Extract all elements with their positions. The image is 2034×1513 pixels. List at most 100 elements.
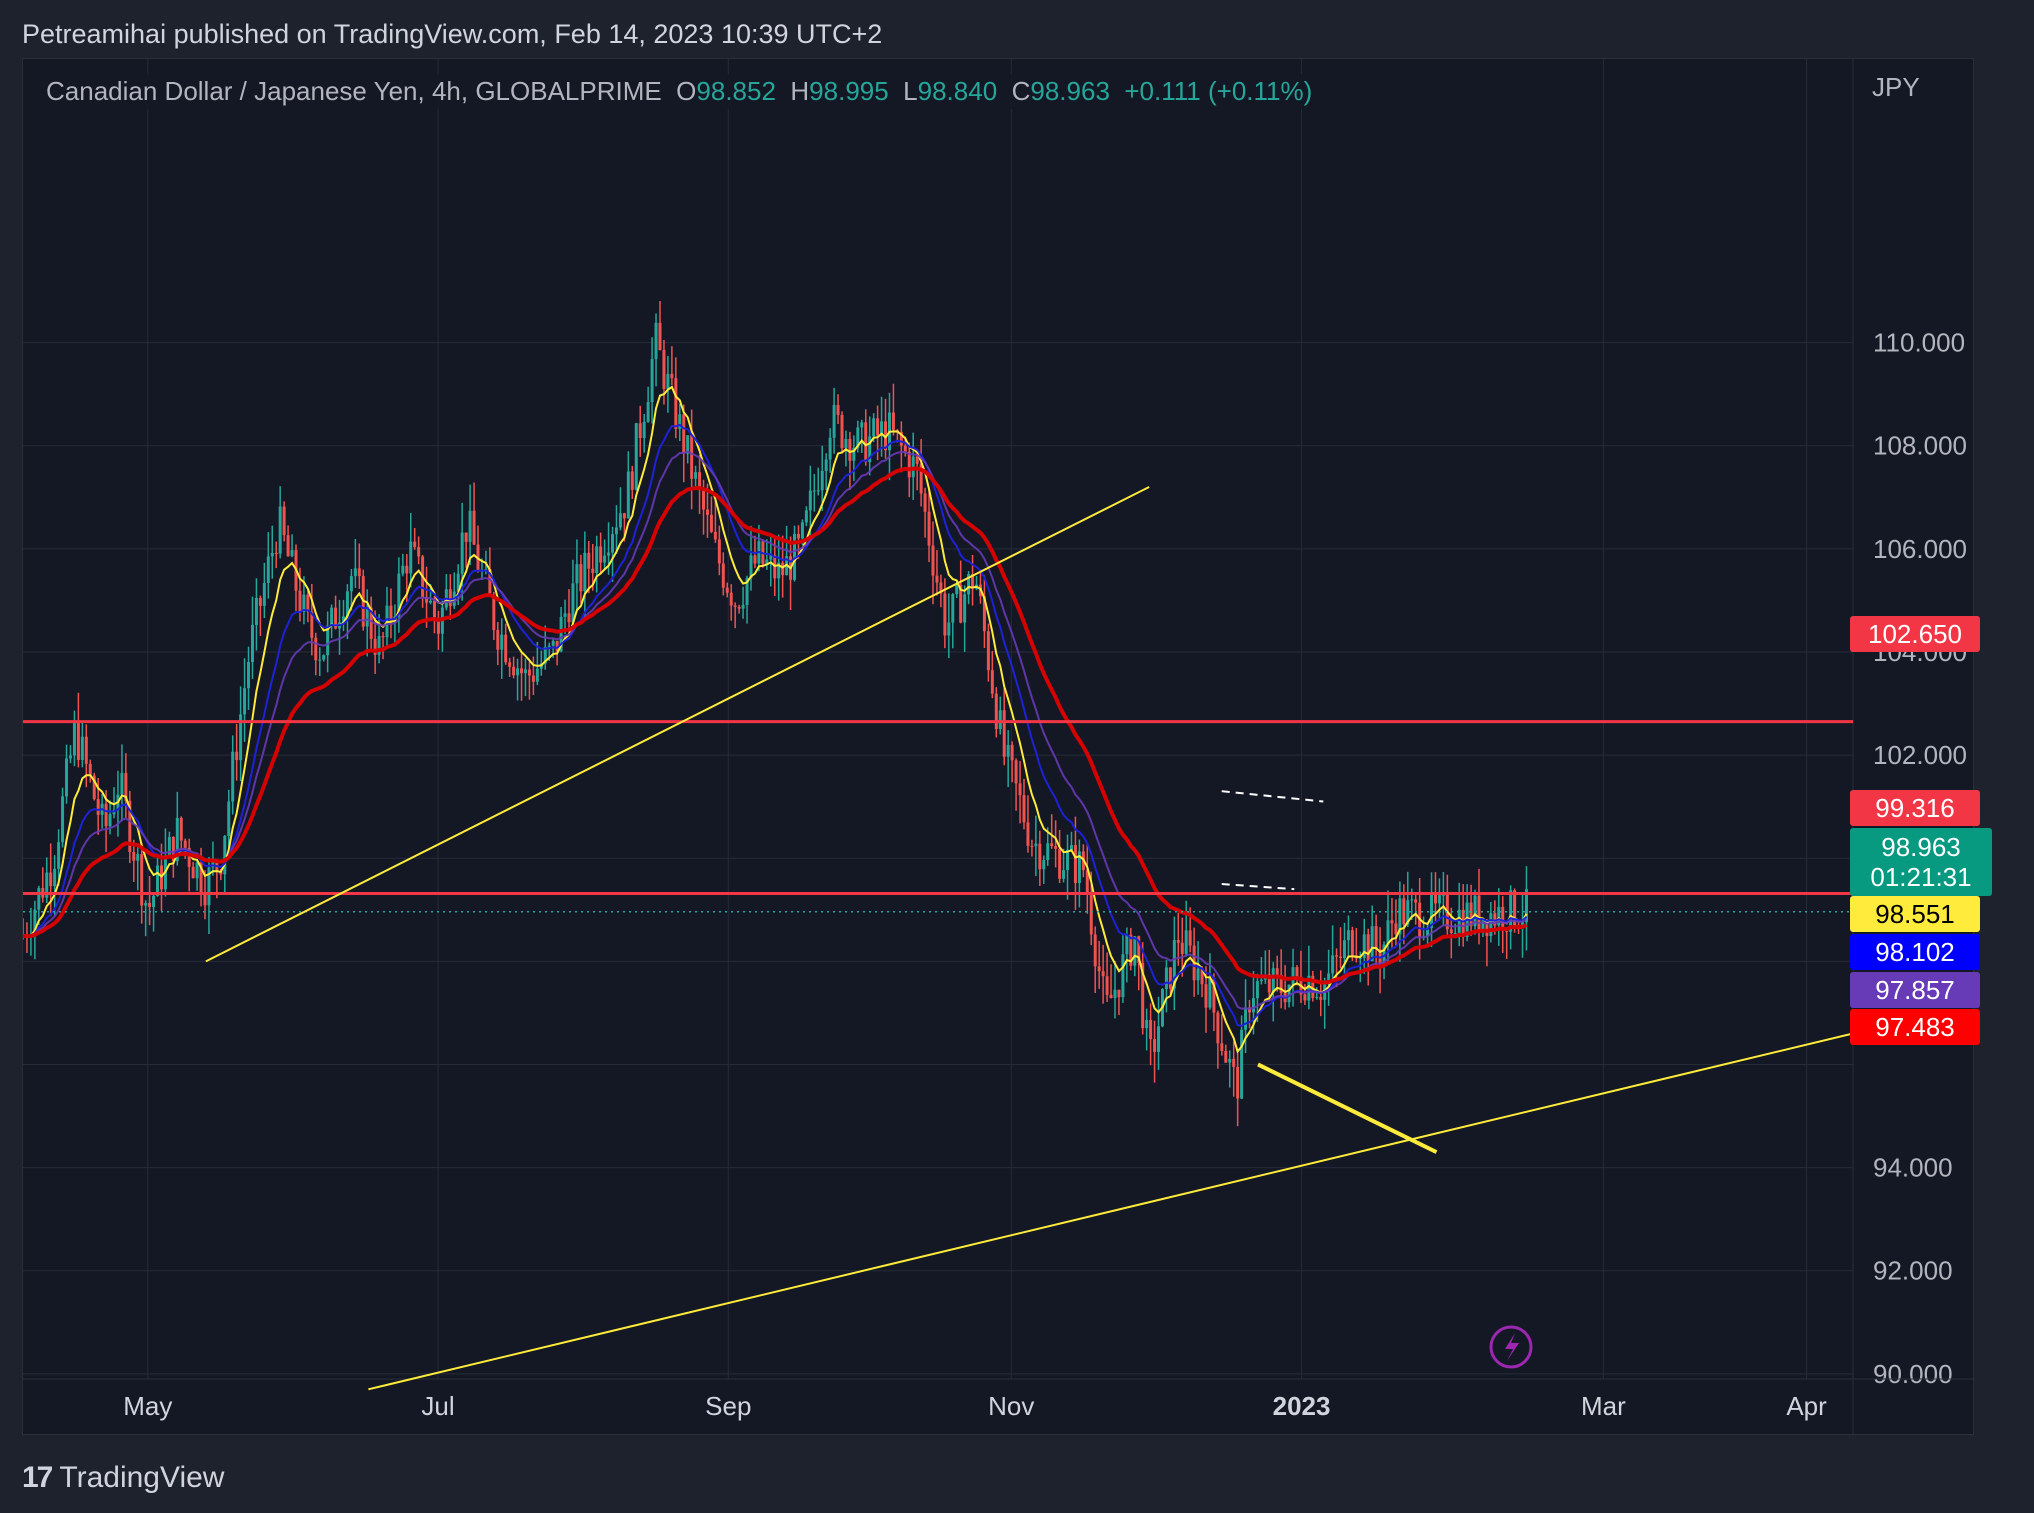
candle-body: [820, 470, 824, 491]
candle-body: [587, 552, 591, 569]
candle-body: [1058, 848, 1062, 879]
candle-body: [1271, 968, 1275, 993]
candle-body: [733, 605, 737, 607]
candle-body: [583, 552, 587, 592]
candle-body: [1149, 1019, 1153, 1040]
candle-body: [120, 773, 124, 795]
candle-body: [1497, 906, 1501, 926]
symbol-name: Canadian Dollar / Japanese Yen, 4h, GLOB…: [46, 76, 662, 106]
candle-body: [409, 541, 413, 574]
candle-body: [516, 668, 520, 676]
candle-body: [816, 490, 820, 492]
candle-body: [1394, 923, 1398, 935]
candle-body: [963, 594, 967, 623]
candle-body: [104, 803, 108, 827]
close-value: 98.963: [1030, 76, 1110, 106]
candle-body: [852, 447, 856, 461]
candle-body: [235, 751, 239, 761]
candle-body: [955, 585, 959, 595]
candle-body: [1002, 710, 1006, 757]
candle-body: [800, 522, 804, 539]
candle-body: [1168, 967, 1172, 989]
resistance-price-label: 102.650: [1850, 616, 1980, 652]
candle-body: [1386, 920, 1390, 945]
candle-body: [496, 629, 500, 650]
candle-body: [425, 596, 429, 603]
candle-body: [405, 565, 409, 574]
candle-body: [832, 405, 836, 438]
last-price-label: 98.963 01:21:31: [1850, 828, 1992, 896]
lightning-bolt-icon: [1505, 1333, 1519, 1361]
candle-body: [377, 636, 381, 655]
candle-body: [686, 435, 690, 454]
candle-body: [1022, 795, 1026, 823]
open-value: 98.852: [696, 76, 776, 106]
candle-body: [1481, 920, 1485, 932]
ema-yellow-label: 98.551: [1850, 896, 1980, 932]
tradingview-footer[interactable]: 17 TradingView: [22, 1458, 224, 1498]
candle-body: [551, 640, 555, 646]
candle-body: [634, 423, 638, 490]
price-chart[interactable]: 90.00092.00094.000100.000102.000104.0001…: [23, 59, 1975, 1436]
high-key: H: [790, 76, 810, 106]
candle-body: [1319, 996, 1323, 1000]
candle-body: [682, 414, 686, 454]
y-tick-label: 92.000: [1873, 1256, 1953, 1286]
candle-body: [990, 670, 994, 694]
candle-body: [1267, 974, 1271, 993]
candle-body: [844, 438, 848, 449]
candle-body: [357, 568, 361, 577]
candle-body: [543, 646, 547, 664]
candle-body: [860, 422, 864, 428]
candle-body: [1113, 989, 1117, 999]
candle-body: [876, 418, 880, 436]
ema-red-label: 97.483: [1850, 1009, 1980, 1045]
candle-body: [508, 662, 512, 667]
candle-body: [1430, 892, 1434, 928]
candle-body: [464, 532, 468, 542]
candle-body: [1295, 967, 1299, 977]
candle-body: [1461, 909, 1465, 938]
candle-body: [1279, 974, 1283, 993]
candle-body: [1303, 994, 1307, 1001]
candle-body: [488, 569, 492, 596]
candle-body: [935, 575, 939, 583]
candle-body: [1327, 973, 1331, 984]
y-tick-label: 90.000: [1873, 1359, 1953, 1389]
candle-body: [1331, 955, 1335, 974]
candle-body: [1200, 968, 1204, 985]
candle-body: [725, 587, 729, 593]
candle-body: [670, 373, 674, 379]
candle-body: [531, 675, 535, 682]
low-value: 98.840: [917, 76, 998, 106]
candle-body: [84, 736, 88, 764]
candle-body: [1339, 956, 1343, 959]
candle-body: [1509, 890, 1513, 932]
tradingview-logo-icon: 17: [22, 1461, 53, 1494]
candle-body: [262, 582, 266, 606]
candle-body: [1477, 895, 1481, 932]
candle-body: [1204, 984, 1208, 1008]
candle-body: [1236, 1066, 1240, 1099]
candle-body: [349, 576, 353, 592]
candle-body: [286, 535, 290, 557]
candle-body: [1240, 1029, 1244, 1099]
y-tick-label: 110.000: [1873, 328, 1965, 358]
candle-body: [1157, 1026, 1161, 1052]
lightning-icon: [1489, 1325, 1533, 1369]
candle-body: [413, 541, 417, 548]
open-key: O: [676, 76, 697, 106]
candle-body: [401, 565, 405, 574]
candle-body: [1524, 889, 1528, 923]
candle-body: [666, 373, 670, 389]
candle-body: [575, 564, 579, 584]
trendline: [368, 1032, 1854, 1391]
candle-body: [535, 668, 539, 682]
candle-body: [678, 414, 682, 430]
chart-area[interactable]: 90.00092.00094.000100.000102.000104.0001…: [22, 58, 1975, 1436]
x-tick-label: Nov: [988, 1391, 1034, 1421]
candle-body: [646, 402, 650, 422]
candle-body: [1034, 843, 1038, 847]
candle-body: [1085, 870, 1089, 895]
candle-body: [1180, 942, 1184, 954]
